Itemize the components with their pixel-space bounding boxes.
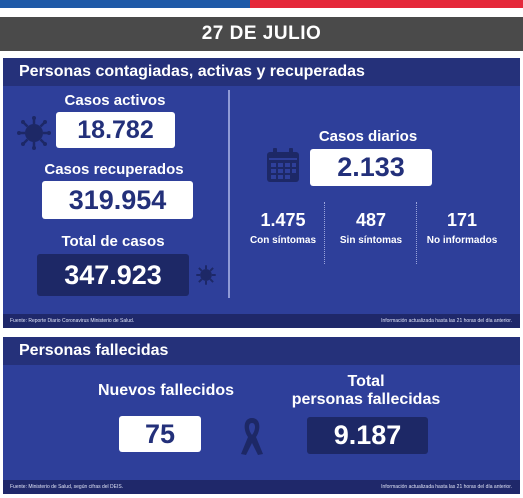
calendar-icon (266, 147, 300, 183)
fallecidos-footer: Fuente: Ministerio de Salud, según cifra… (3, 480, 520, 494)
fallecidos-source: Fuente: Ministerio de Salud, según cifra… (10, 484, 124, 490)
total-casos-value: 347.923 (37, 254, 189, 296)
contagiados-header: Personas contagiadas, activas y recupera… (3, 58, 520, 86)
recuperados-label: Casos recuperados (44, 161, 184, 178)
stat-divider (324, 202, 325, 264)
con-sintomas-label: Con síntomas (249, 235, 317, 246)
diarios-value: 2.133 (310, 149, 432, 186)
stat-divider (416, 202, 417, 264)
contagiados-title: Personas contagiadas, activas y recupera… (19, 63, 365, 80)
column-divider (228, 90, 230, 298)
con-sintomas-value: 1.475 (260, 210, 306, 230)
fallecidos-title: Personas fallecidas (19, 342, 169, 359)
contagiados-source: Fuente: Reporte Diario Coronavirus Minis… (10, 318, 135, 324)
nuevos-fallecidos-value: 75 (119, 416, 201, 452)
no-informados-value: 171 (446, 210, 478, 230)
fallecidos-panel: Personas fallecidas Nuevos fallecidos 75… (3, 337, 520, 494)
contagiados-panel: Personas contagiadas, activas y recupera… (3, 58, 520, 328)
flag-stripe-red (250, 0, 523, 8)
nuevos-fallecidos-label: Nuevos fallecidos (97, 382, 235, 399)
total-fallecidos-label-1: Total (347, 373, 385, 390)
mourning-ribbon-icon (239, 415, 265, 457)
virus-icon (195, 264, 217, 286)
sin-sintomas-value: 487 (355, 210, 387, 230)
diarios-label: Casos diarios (318, 128, 418, 145)
total-fallecidos-value: 9.187 (307, 417, 428, 454)
activos-label: Casos activos (64, 92, 166, 109)
flag-stripe-blue (0, 0, 250, 8)
total-casos-label: Total de casos (61, 233, 165, 250)
contagiados-update: Información actualizada hasta las 21 hor… (381, 318, 512, 324)
date-banner: 27 DE JULIO (0, 17, 523, 51)
date-text: 27 DE JULIO (201, 23, 322, 44)
activos-value: 18.782 (56, 112, 175, 148)
fallecidos-update: Información actualizada hasta las 21 hor… (381, 484, 512, 490)
recuperados-value: 319.954 (42, 181, 193, 219)
total-fallecidos-label-2: personas fallecidas (291, 391, 441, 408)
fallecidos-header: Personas fallecidas (3, 337, 520, 365)
virus-icon (17, 116, 51, 150)
contagiados-footer: Fuente: Reporte Diario Coronavirus Minis… (3, 314, 520, 328)
sin-sintomas-label: Sin síntomas (339, 235, 403, 246)
no-informados-label: No informados (426, 235, 498, 246)
